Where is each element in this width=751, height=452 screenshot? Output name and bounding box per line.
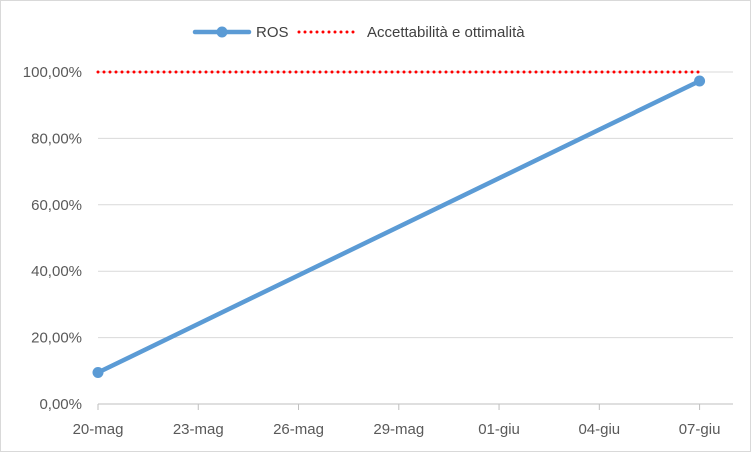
legend: ROS Accettabilità e ottimalità bbox=[192, 24, 525, 41]
y-tick-label: 80,00% bbox=[31, 130, 82, 147]
x-tick-label: 29-mag bbox=[373, 421, 424, 438]
x-tick-label: 20-mag bbox=[73, 421, 124, 438]
y-tick-labels: 0,00% 20,00% 40,00% 60,00% 80,00% 100,00% bbox=[23, 64, 82, 413]
ros-line-series bbox=[95, 78, 702, 375]
legend-label: ROS bbox=[256, 24, 289, 41]
axes bbox=[97, 403, 733, 410]
x-tick-label: 04-giu bbox=[578, 421, 620, 438]
x-tick-label: 26-mag bbox=[273, 421, 324, 438]
series-layer bbox=[92, 70, 706, 378]
ros-data-point bbox=[92, 366, 104, 378]
x-tick-labels: 20-mag 23-mag 26-mag 29-mag 01-giu 04-giu 07-g… bbox=[73, 421, 721, 438]
legend-marker-ros bbox=[216, 26, 228, 38]
y-tick-label: 60,00% bbox=[31, 197, 82, 214]
legend-label: Accettabilità e ottimalità bbox=[367, 24, 525, 41]
y-tick-label: 100,00% bbox=[23, 64, 82, 81]
y-tick-label: 0,00% bbox=[39, 396, 82, 413]
x-tick-label: 23-mag bbox=[173, 421, 224, 438]
x-tick-label: 07-giu bbox=[679, 421, 721, 438]
x-tick-label: 01-giu bbox=[478, 421, 520, 438]
y-tick-label: 20,00% bbox=[31, 330, 82, 347]
y-tick-label: 40,00% bbox=[31, 263, 82, 280]
ros-data-point bbox=[694, 75, 706, 87]
